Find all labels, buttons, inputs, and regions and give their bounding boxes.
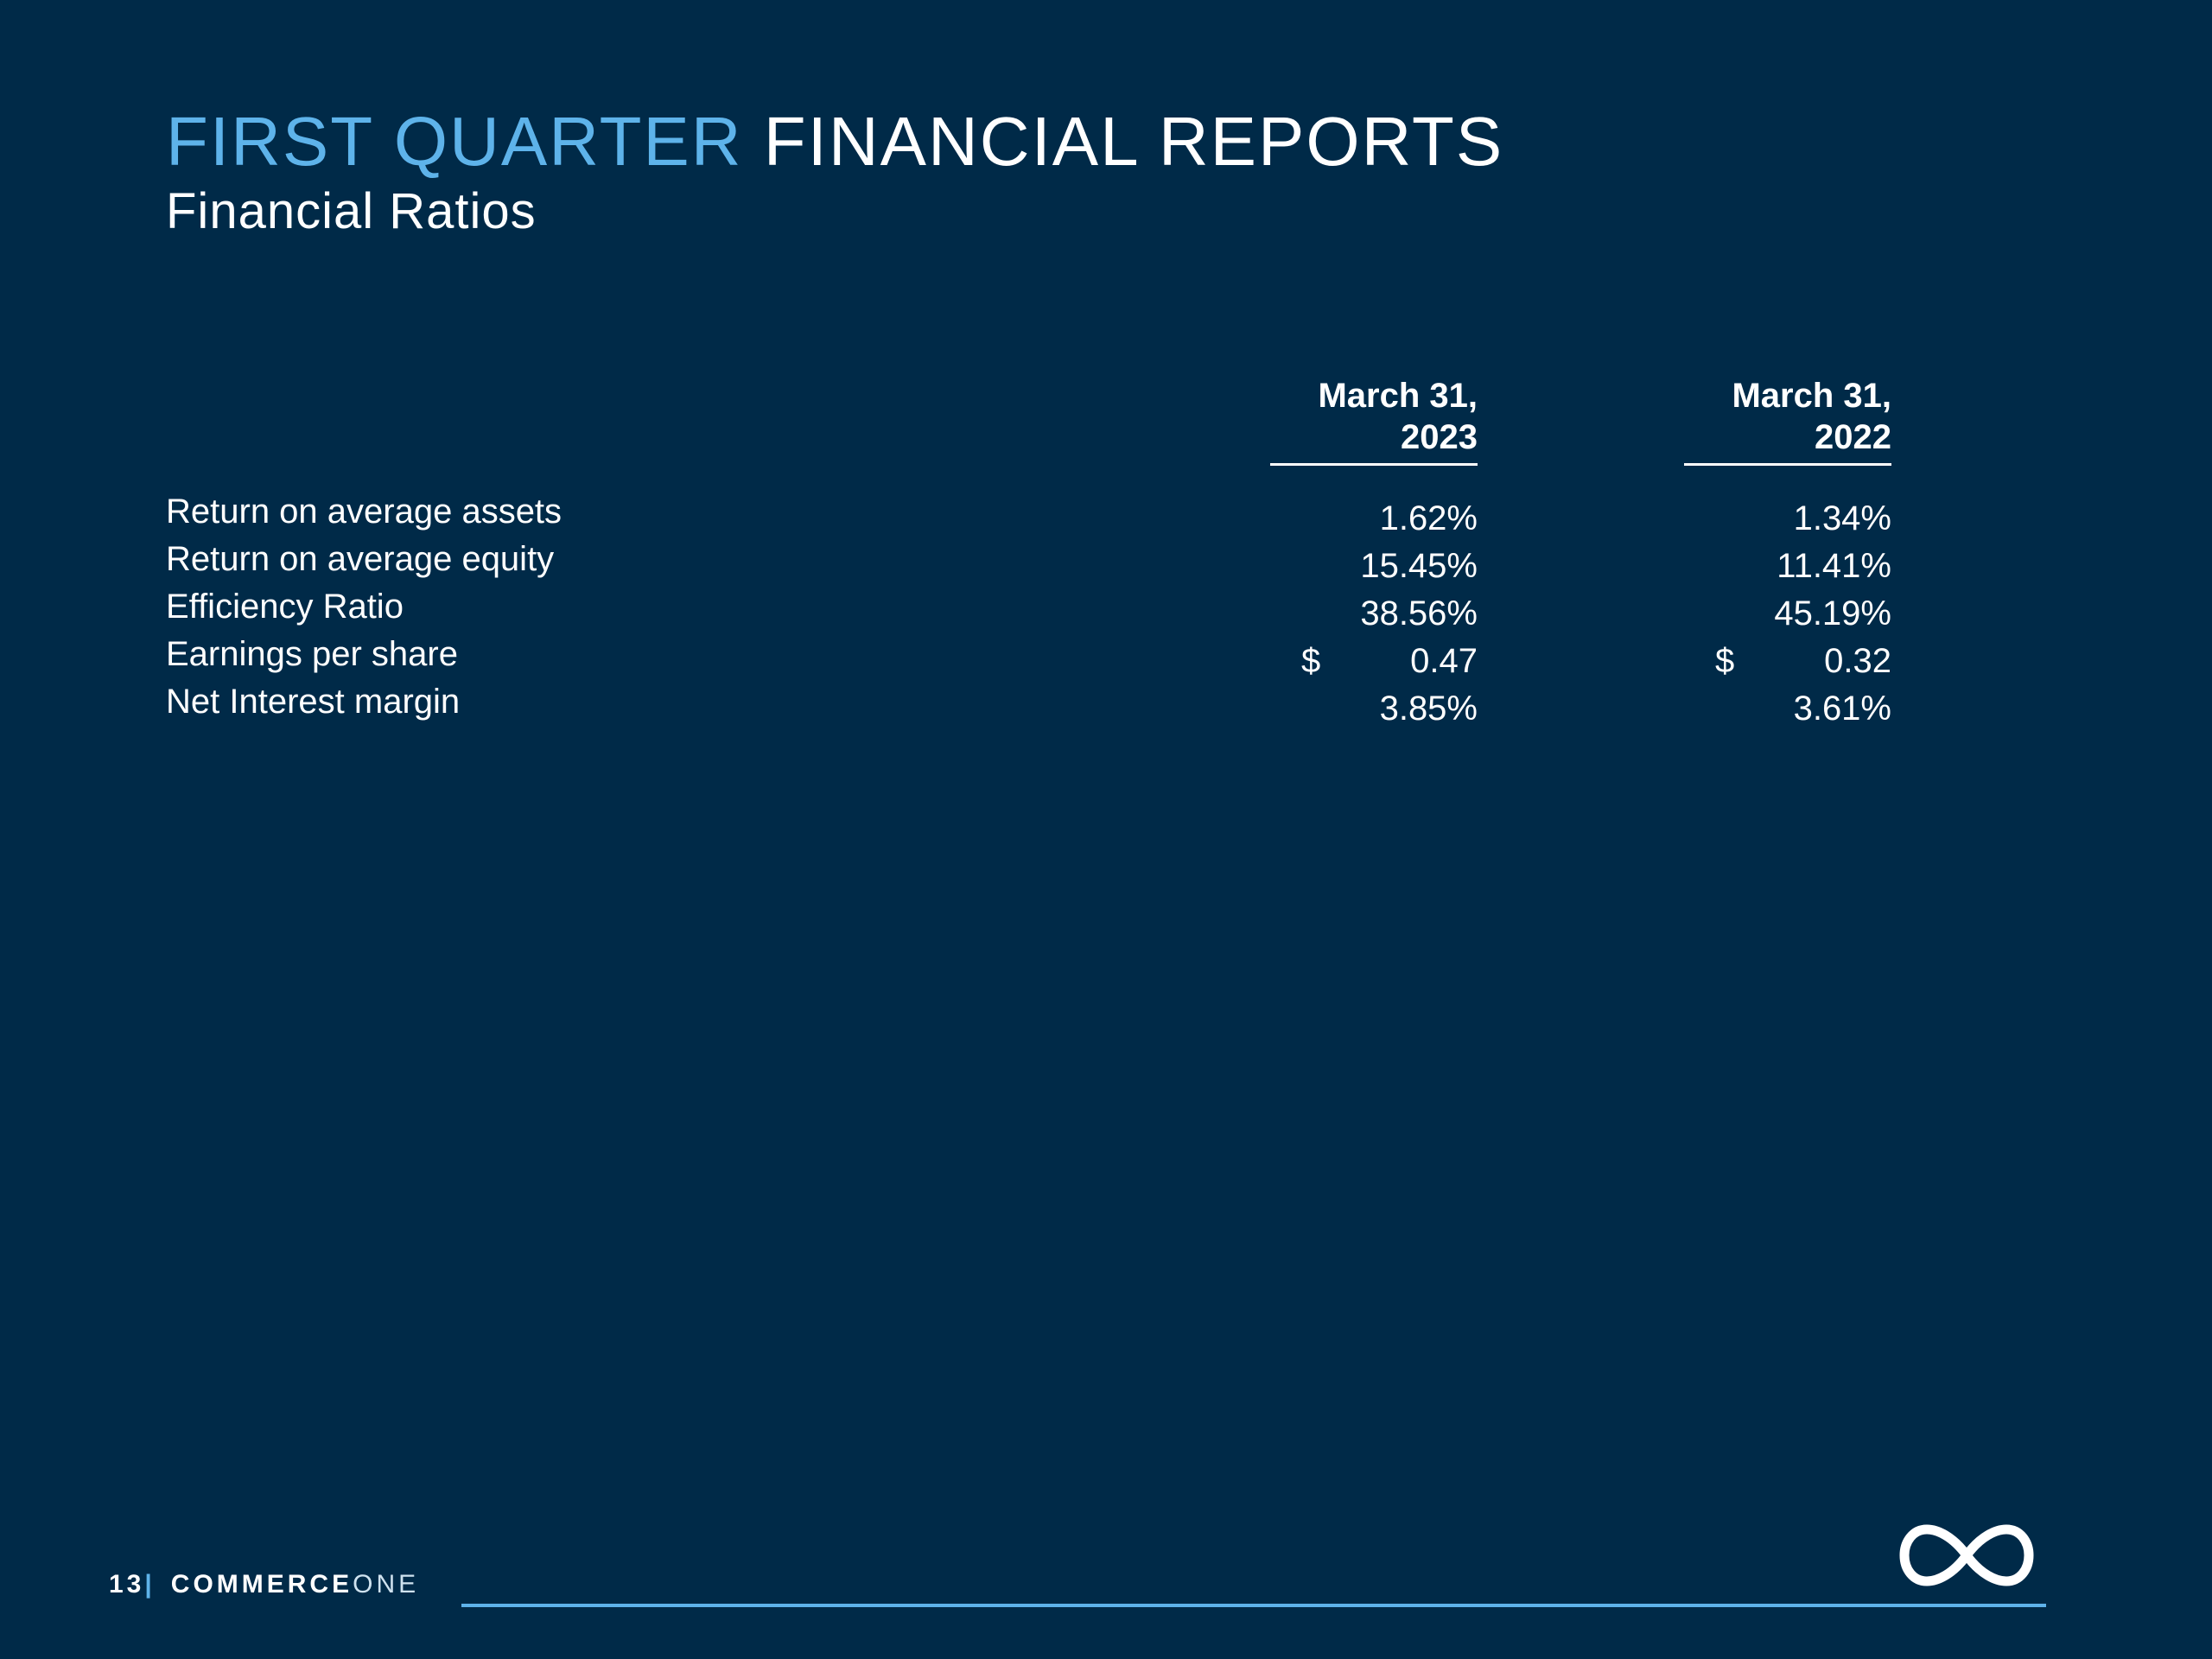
cell-value: 38.56% [1360,594,1478,632]
title-accent: FIRST QUARTER [166,103,743,180]
cell-value: 15.45% [1360,547,1478,585]
cell-value: 45.19% [1774,594,1891,632]
cell-value: 1.34% [1793,499,1891,537]
infinity-logo-icon [1899,1524,2034,1586]
cell-value: 3.61% [1793,690,1891,728]
footer-page-brand: 13| COMMERCEONE [109,1569,419,1600]
brand-name-bold: COMMERCE [170,1570,353,1599]
cell-value: 3.85% [1379,690,1478,728]
column-header-2022: March 31, 2022 [1684,375,1891,466]
cell-value: 0.47 [1410,642,1478,680]
currency-symbol: $ [1301,642,1321,680]
footer-divider-line [461,1604,2046,1607]
column-header-2023: March 31, 2023 [1270,375,1478,466]
column-header-line2: 2022 [1815,418,1891,456]
footer-separator: | [144,1570,156,1599]
slide-subtitle: Financial Ratios [166,183,537,239]
title-rest: FINANCIAL REPORTS [763,103,1504,180]
cell-value: 11.41% [1777,547,1891,585]
cell-value: 1.62% [1379,499,1478,537]
column-header-line2: 2023 [1401,418,1478,456]
row-label-return-on-average-equity: Return on average equity [166,540,555,578]
page-number: 13 [109,1570,145,1599]
cell-value: 0.32 [1824,642,1891,680]
column-header-line1: March 31, [1732,377,1891,415]
currency-symbol: $ [1715,642,1735,680]
row-label-return-on-average-assets: Return on average assets [166,493,563,531]
row-label-net-interest-margin: Net Interest margin [166,683,461,721]
row-label-efficiency-ratio: Efficiency Ratio [166,588,404,626]
row-label-earnings-per-share: Earnings per share [166,635,458,673]
brand-name-light: ONE [353,1570,420,1599]
slide-title: FIRST QUARTER FINANCIAL REPORTS [166,100,1503,183]
column-header-line1: March 31, [1318,377,1478,415]
